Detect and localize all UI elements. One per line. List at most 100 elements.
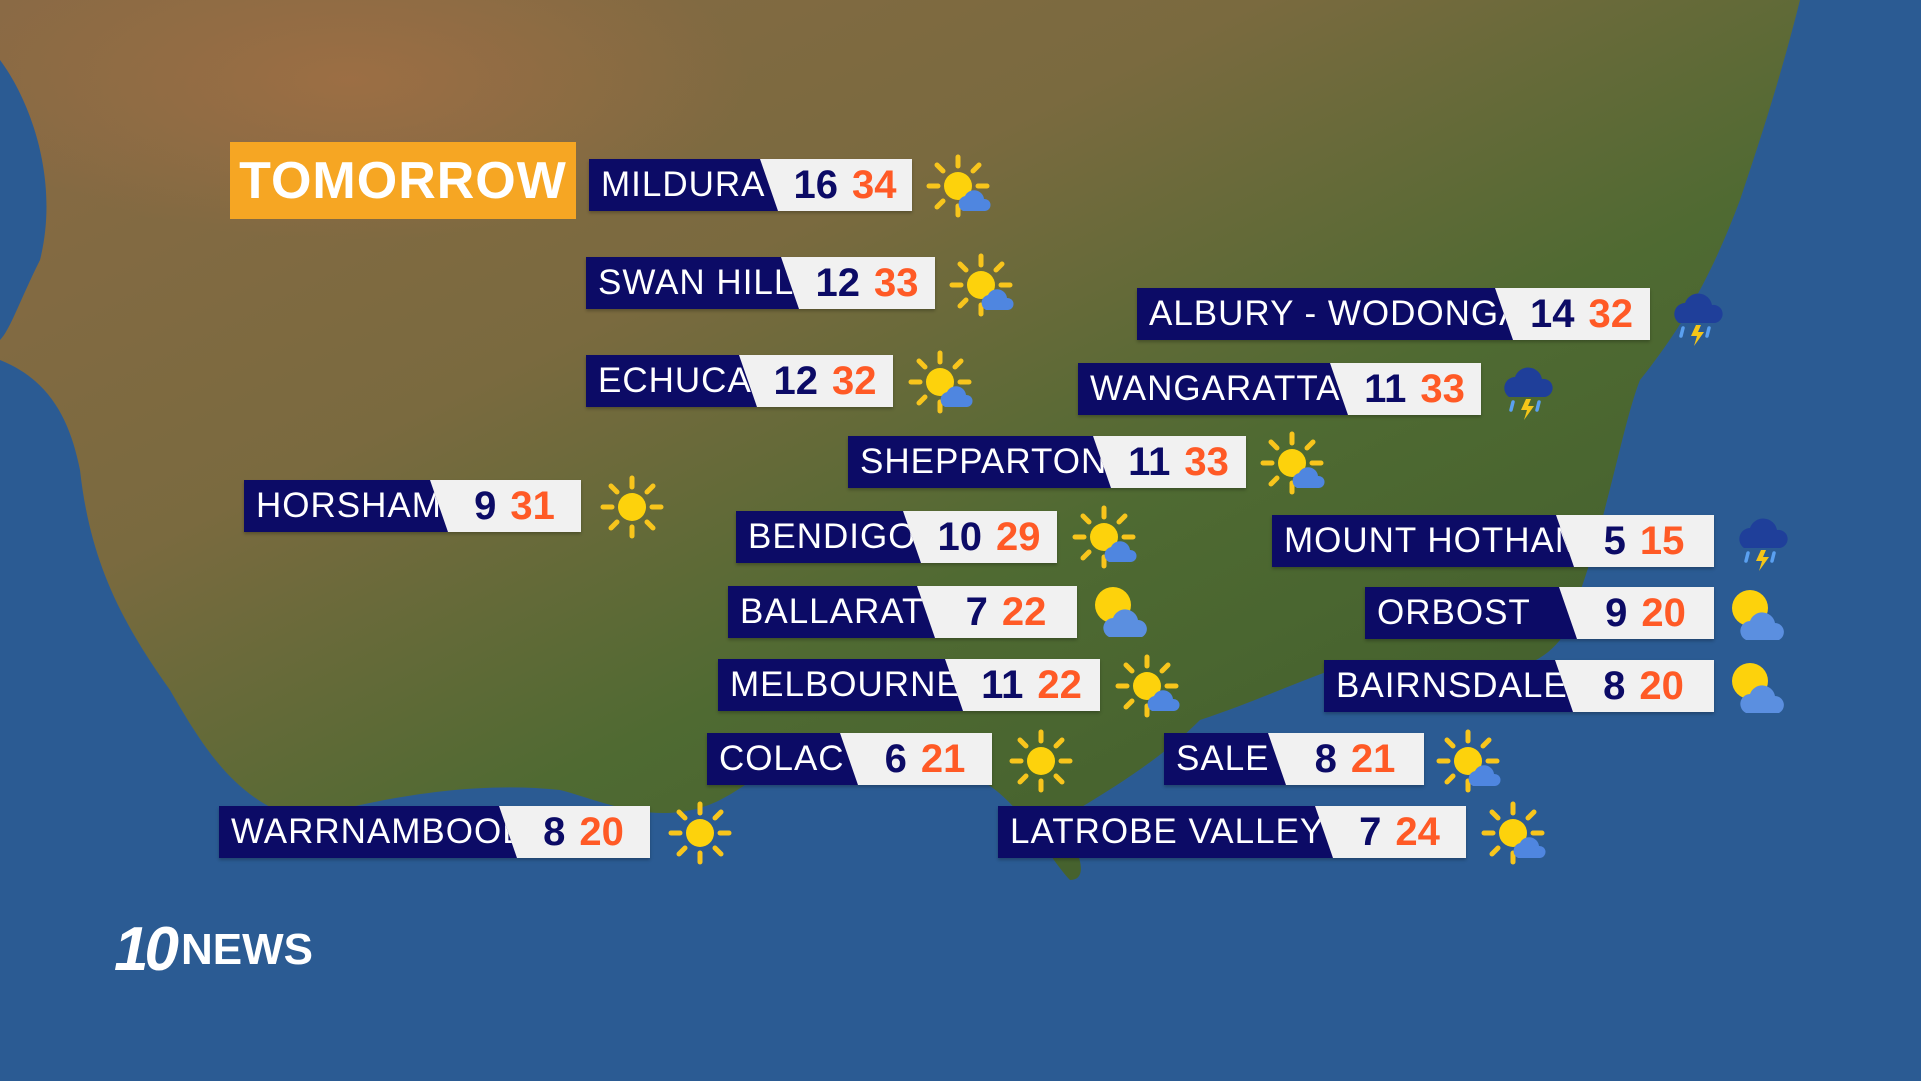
sun-with-cloud-icon [1259, 430, 1325, 496]
location-name: HORSHAM [244, 480, 448, 532]
sun-with-cloud-icon [907, 349, 973, 415]
max-temp: 33 [1184, 439, 1229, 484]
min-temp: 6 [884, 736, 907, 781]
temperatures: 14 32 [1513, 288, 1650, 340]
temperatures: 8 21 [1286, 733, 1424, 785]
max-temp: 20 [579, 809, 624, 854]
max-temp: 24 [1395, 809, 1440, 854]
max-temp: 15 [1639, 518, 1685, 563]
location-name: SHEPPARTON [848, 436, 1111, 488]
location-name: BAIRNSDALE [1324, 660, 1573, 712]
min-temp: 11 [981, 662, 1024, 707]
location-label-mount-hotham: MOUNT HOTHAM 5 15 [1272, 515, 1714, 567]
temperatures: 12 32 [757, 355, 893, 407]
max-temp: 29 [996, 514, 1041, 559]
temperatures: 6 21 [858, 733, 992, 785]
sun-with-cloud-icon [948, 252, 1014, 318]
sun-with-cloud-icon [1114, 653, 1180, 719]
max-temp: 21 [920, 736, 966, 781]
sunny-icon [599, 474, 665, 540]
min-temp: 8 [1314, 736, 1337, 781]
location-name: BENDIGO [736, 511, 921, 563]
partly-cloudy-icon [1726, 582, 1792, 648]
max-temp: 20 [1641, 590, 1686, 635]
location-name: SALE [1164, 733, 1286, 785]
location-name: WANGARATTA [1078, 363, 1348, 415]
temperatures: 8 20 [1573, 660, 1714, 712]
sun-with-cloud-icon [925, 153, 991, 219]
location-label-ballarat: BALLARAT 7 22 [728, 586, 1077, 638]
thunderstorm-icon [1730, 508, 1796, 574]
location-label-echuca: ECHUCA 12 32 [586, 355, 893, 407]
location-name: ORBOST [1365, 587, 1577, 639]
temperatures: 11 33 [1111, 436, 1246, 488]
sunny-icon [1008, 728, 1074, 794]
max-temp: 32 [1588, 291, 1634, 336]
temperatures: 7 22 [935, 586, 1077, 638]
location-label-warrnambool: WARRNAMBOOL 8 20 [219, 806, 650, 858]
partly-cloudy-icon [1726, 655, 1792, 721]
min-temp: 10 [937, 514, 983, 559]
10-news-logo: 10 NEWS [114, 914, 313, 985]
min-temp: 11 [1364, 366, 1407, 411]
location-label-colac: COLAC 6 21 [707, 733, 992, 785]
max-temp: 33 [874, 260, 919, 305]
temperatures: 12 33 [799, 257, 935, 309]
temperatures: 8 20 [517, 806, 650, 858]
min-temp: 12 [773, 358, 819, 403]
temperatures: 9 20 [1577, 587, 1714, 639]
location-name: ALBURY - WODONGA [1137, 288, 1513, 340]
min-temp: 8 [1603, 663, 1626, 708]
logo-wordmark: NEWS [180, 924, 313, 974]
location-label-swan-hill: SWAN HILL 12 33 [586, 257, 935, 309]
forecast-day-title: TOMORROW [230, 142, 576, 219]
location-label-horsham: HORSHAM 9 31 [244, 480, 581, 532]
sun-with-cloud-icon [1435, 728, 1501, 794]
location-label-mildura: MILDURA 16 34 [589, 159, 912, 211]
sun-with-cloud-icon [1071, 504, 1137, 570]
temperatures: 5 15 [1574, 515, 1714, 567]
min-temp: 9 [1605, 590, 1628, 635]
temperatures: 11 33 [1348, 363, 1481, 415]
min-temp: 11 [1128, 439, 1171, 484]
location-name: LATROBE VALLEY [998, 806, 1333, 858]
min-temp: 9 [474, 483, 497, 528]
location-label-bendigo: BENDIGO 10 29 [736, 511, 1057, 563]
partly-cloudy-icon [1089, 579, 1155, 645]
max-temp: 21 [1350, 736, 1396, 781]
max-temp: 32 [832, 358, 877, 403]
min-temp: 16 [793, 162, 839, 207]
location-label-wangaratta: WANGARATTA 11 33 [1078, 363, 1481, 415]
location-label-shepparton: SHEPPARTON 11 33 [848, 436, 1246, 488]
location-name: WARRNAMBOOL [219, 806, 517, 858]
min-temp: 14 [1530, 291, 1575, 336]
location-name: COLAC [707, 733, 858, 785]
min-temp: 5 [1603, 518, 1626, 563]
location-label-latrobe-valley: LATROBE VALLEY 7 24 [998, 806, 1466, 858]
logo-number: 10 [114, 915, 179, 984]
sunny-icon [667, 800, 733, 866]
sun-with-cloud-icon [1480, 800, 1546, 866]
location-label-bairnsdale: BAIRNSDALE 8 20 [1324, 660, 1714, 712]
location-label-melbourne: MELBOURNE 11 22 [718, 659, 1100, 711]
temperatures: 16 34 [778, 159, 912, 211]
location-name: MOUNT HOTHAM [1272, 515, 1574, 567]
min-temp: 8 [543, 809, 566, 854]
location-label-orbost: ORBOST 9 20 [1365, 587, 1714, 639]
temperatures: 7 24 [1333, 806, 1466, 858]
temperatures: 9 31 [448, 480, 581, 532]
max-temp: 34 [852, 162, 897, 207]
location-name: MELBOURNE [718, 659, 963, 711]
temperatures: 10 29 [921, 511, 1057, 563]
thunderstorm-icon [1665, 283, 1731, 349]
thunderstorm-icon [1495, 357, 1561, 423]
max-temp: 20 [1639, 663, 1684, 708]
location-name: MILDURA [589, 159, 778, 211]
max-temp: 31 [510, 483, 555, 528]
min-temp: 7 [965, 589, 988, 634]
location-name: BALLARAT [728, 586, 935, 638]
temperatures: 11 22 [963, 659, 1100, 711]
max-temp: 22 [1001, 589, 1047, 634]
location-name: SWAN HILL [586, 257, 799, 309]
location-label-albury-wodonga: ALBURY - WODONGA 14 32 [1137, 288, 1650, 340]
